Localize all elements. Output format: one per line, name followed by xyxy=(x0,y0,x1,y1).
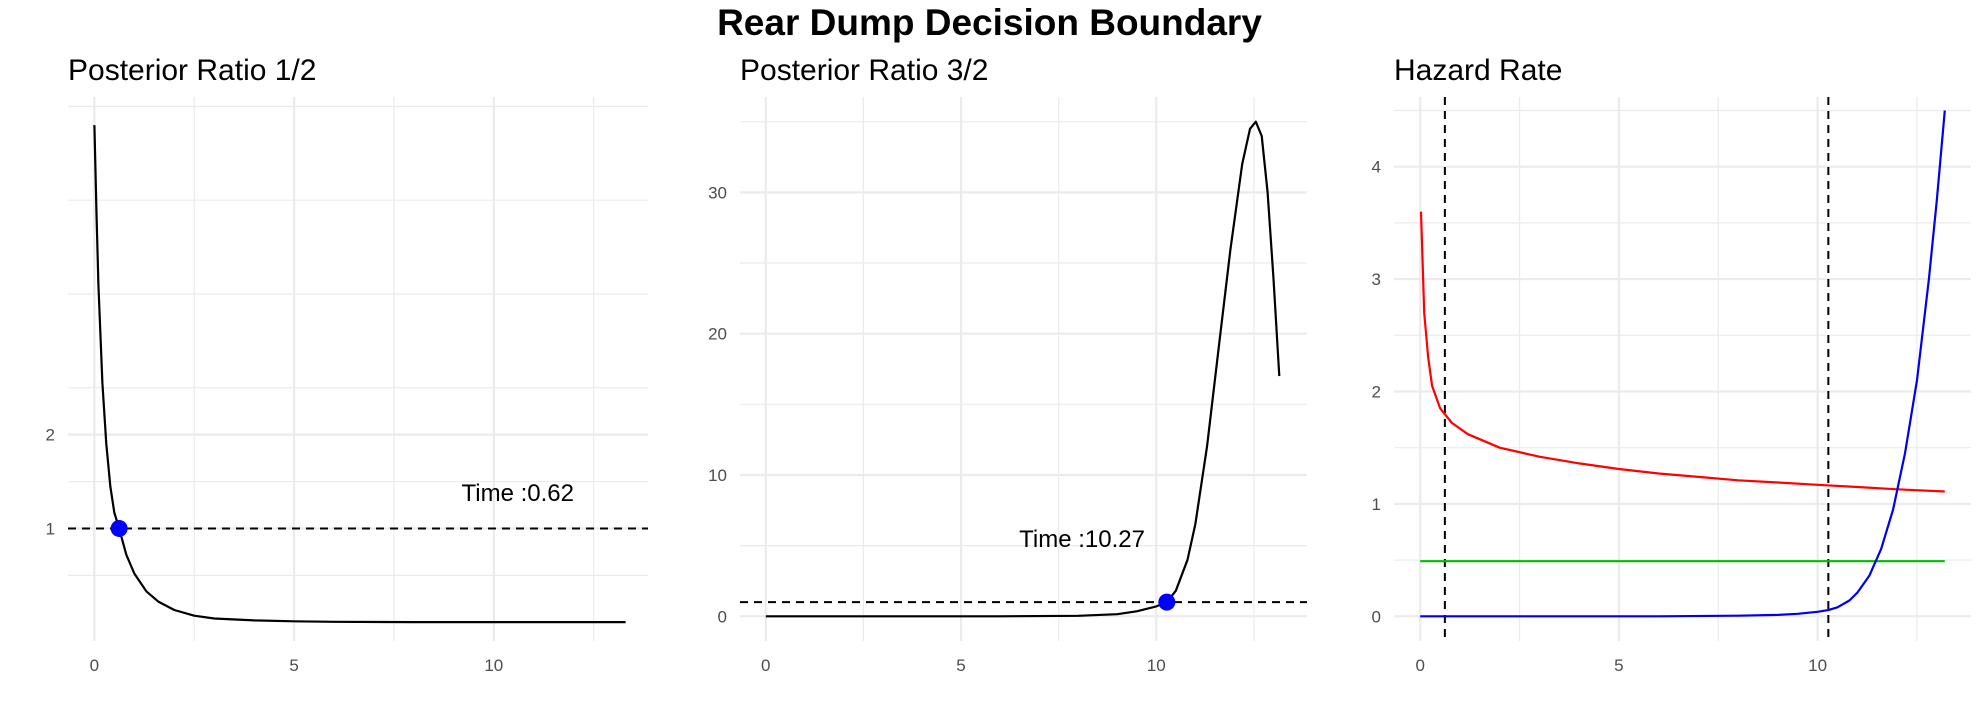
x-tick-label: 0 xyxy=(761,656,770,675)
x-tick-label: 10 xyxy=(484,656,503,675)
x-tick-label: 0 xyxy=(1415,656,1424,675)
x-tick-label: 0 xyxy=(90,656,99,675)
series-line-0 xyxy=(765,120,1281,618)
y-tick-label: 0 xyxy=(1372,607,1381,626)
y-tick-label: 1 xyxy=(1372,495,1381,514)
series-line-2 xyxy=(1420,110,1946,618)
figure-title: Rear Dump Decision Boundary xyxy=(717,2,1262,43)
x-tick-label: 5 xyxy=(956,656,965,675)
y-tick-label: 4 xyxy=(1372,158,1381,177)
panel-title: Hazard Rate xyxy=(1394,54,1562,87)
x-tick-label: 10 xyxy=(1808,656,1827,675)
y-tick-label: 2 xyxy=(46,426,55,445)
y-tick-label: 30 xyxy=(708,183,727,202)
intersection-point xyxy=(110,519,128,537)
panel-title: Posterior Ratio 3/2 xyxy=(740,54,988,87)
y-tick-label: 10 xyxy=(708,466,727,485)
series-line-0 xyxy=(1419,211,1945,493)
panel-title: Posterior Ratio 1/2 xyxy=(68,54,316,87)
annotation-label: Time :10.27 xyxy=(1019,526,1145,553)
y-tick-label: 3 xyxy=(1372,270,1381,289)
series-line-0 xyxy=(93,125,626,624)
intersection-point xyxy=(1158,593,1176,611)
x-tick-label: 5 xyxy=(1614,656,1623,675)
x-tick-label: 10 xyxy=(1147,656,1166,675)
x-tick-label: 5 xyxy=(289,656,298,675)
y-tick-label: 20 xyxy=(708,325,727,344)
y-tick-label: 2 xyxy=(1372,382,1381,401)
annotation-label: Time :0.62 xyxy=(462,480,575,507)
y-tick-label: 1 xyxy=(46,519,55,538)
y-tick-label: 0 xyxy=(718,607,727,626)
